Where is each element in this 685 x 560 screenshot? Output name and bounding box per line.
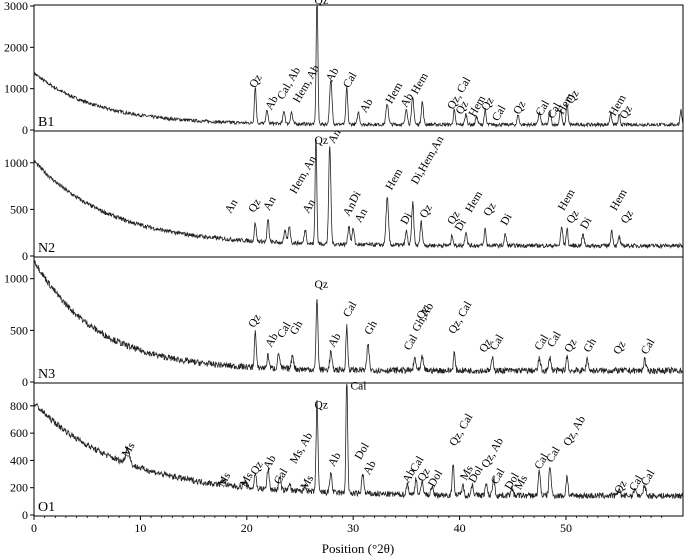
y-tick-label-n2: 1000 — [4, 156, 28, 170]
y-tick-label-o1: 0 — [22, 508, 28, 522]
peak-label-hem: Hem — [409, 71, 431, 96]
y-tick-label-o1: 800 — [10, 399, 28, 413]
peak-label-qz: Qz — [565, 208, 582, 226]
peak-label-ab: Ab — [358, 97, 376, 115]
y-tick-label-b1: 2000 — [4, 40, 28, 54]
sample-label-n2: N2 — [38, 241, 55, 256]
peak-label-qz: Qz — [454, 99, 471, 117]
peak-label-qz: Qz — [315, 279, 328, 291]
peak-label-di: Di — [399, 211, 415, 227]
x-tick-label: 40 — [454, 521, 466, 535]
pattern-line-n3 — [33, 260, 684, 375]
peak-label-ab: Ab — [361, 459, 379, 477]
peak-label-cal: Cal — [341, 300, 359, 320]
x-tick-label: 10 — [134, 521, 146, 535]
peak-label-di-hem-an: Di,Hem,An — [409, 134, 446, 187]
panel-frame-n3 — [33, 256, 684, 384]
panel-frame-o1 — [33, 382, 684, 517]
peak-label-di: Di — [578, 215, 594, 231]
peak-label-qz-ab: Qz, Ab — [479, 436, 506, 470]
sample-label-o1: O1 — [38, 500, 55, 515]
peak-label-qz: Qz — [246, 197, 263, 215]
peak-label-qz: Qz — [482, 201, 499, 219]
peak-label-ms: Ms — [299, 473, 317, 492]
peak-label-qz: Qz — [477, 337, 494, 355]
pattern-line-b1 — [33, 5, 684, 128]
y-tick-label-o1: 400 — [10, 453, 28, 467]
peak-label-ab: Ab — [324, 66, 342, 84]
peak-label-cal: Cal — [341, 70, 359, 90]
peak-label-ab: Ab — [326, 331, 344, 349]
y-tick-label-n2: 0 — [22, 249, 28, 263]
peak-label-dol: Dol — [353, 441, 372, 462]
peak-label-qz: Qz — [416, 466, 433, 484]
peak-label-qz: Qz — [479, 95, 496, 113]
pattern-line-n2 — [33, 139, 684, 250]
y-tick-label-o1: 200 — [10, 481, 28, 495]
peak-label-hem: Hem — [556, 187, 578, 212]
peak-label-hem: Hem — [384, 167, 406, 192]
peak-label-qz: Qz — [315, 135, 328, 147]
peak-label-qz: Qz — [418, 203, 435, 221]
peak-label-cal: Cal — [402, 333, 420, 353]
peak-label-qz-cal: Qz, Cal — [448, 412, 476, 448]
sample-label-n3: N3 — [38, 367, 55, 382]
peak-label-qz: Qz — [246, 312, 263, 330]
peak-label-gh: Gh — [362, 319, 380, 337]
peak-label-qz: Qz — [511, 99, 528, 117]
peak-label-hem-an: Hem, An — [288, 154, 319, 196]
peak-label-qz-ab: Qz, Ab — [561, 414, 588, 448]
peak-label-gh: Gh — [288, 319, 306, 337]
x-axis-title: Position (°2θ) — [322, 541, 394, 556]
peak-label-qz-cal: Qz, Cal — [446, 300, 474, 336]
x-tick-label: 30 — [347, 521, 359, 535]
peak-label-ms-ab: Ms, Ab — [288, 430, 315, 466]
y-tick-label-n2: 500 — [10, 202, 28, 216]
peak-label-cal: Cal — [488, 333, 506, 353]
y-tick-label-b1: 0 — [22, 123, 28, 137]
peak-label-qz: Qz — [618, 104, 635, 122]
peak-label-an: An — [301, 197, 319, 215]
peak-label-cal: Cal — [545, 330, 563, 350]
peak-label-an: An — [223, 197, 241, 215]
peak-label-gh: Gh — [582, 336, 600, 354]
peak-label-qz: Qz — [249, 459, 266, 477]
y-tick-label-n3: 0 — [22, 375, 28, 389]
peak-label-qz: Qz — [619, 208, 636, 226]
peak-label-an: An — [261, 194, 279, 212]
peak-label-cal: Cal — [272, 467, 290, 487]
x-tick-label: 20 — [241, 521, 253, 535]
peak-label-di: Di — [499, 212, 515, 228]
peak-label-qz: Qz — [611, 339, 628, 357]
peak-label-qz: Qz — [612, 478, 629, 496]
y-tick-label-b1: 1000 — [4, 82, 28, 96]
peak-label-qz: Qz — [445, 209, 462, 227]
y-tick-label-n3: 1000 — [4, 272, 28, 286]
peak-label-cal: Cal — [351, 380, 367, 392]
y-tick-label-b1: 3000 — [4, 0, 28, 13]
x-tick-label: 0 — [31, 521, 37, 535]
sample-label-b1: B1 — [38, 115, 54, 130]
y-tick-label-n3: 500 — [10, 323, 28, 337]
x-tick-label: 50 — [560, 521, 572, 535]
peak-label-qz: Qz — [562, 337, 579, 355]
peak-label-qz: Qz — [565, 88, 582, 106]
peak-label-qz: Qz — [315, 0, 328, 7]
peak-label-ab: Ab — [261, 453, 279, 471]
peak-label-qz: Qz — [415, 304, 432, 322]
peak-label-an: An — [326, 127, 344, 145]
peak-label-qz: Qz — [248, 73, 265, 91]
peak-label-cal: Cal — [639, 337, 657, 357]
peak-label-qz: Qz — [315, 400, 328, 412]
pattern-line-o1 — [33, 383, 684, 500]
peak-label-ms: Ms — [120, 440, 138, 459]
peak-label-di: Di — [348, 189, 364, 205]
peak-label-di: Di — [453, 217, 469, 233]
y-tick-label-o1: 600 — [10, 426, 28, 440]
peak-label-ab: Ab — [326, 450, 344, 468]
